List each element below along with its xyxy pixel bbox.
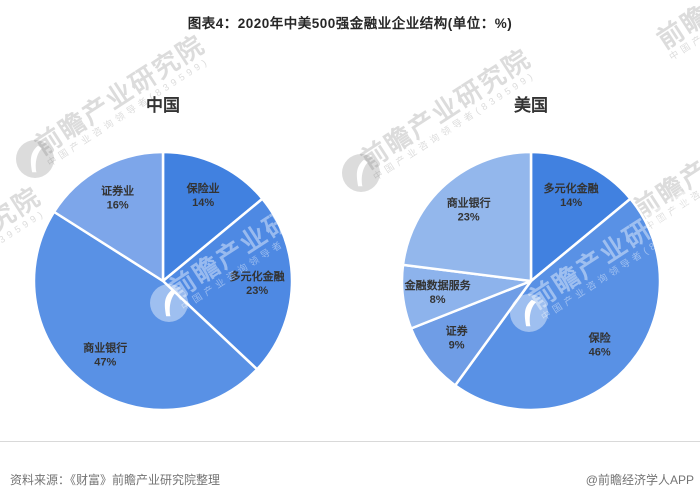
pie-slice xyxy=(52,150,165,283)
pie-china-canvas: 保险业 14% 多元化金融 23% 商业银行 47% 证券业 16% xyxy=(23,141,303,426)
qianzhan-logo-icon xyxy=(342,154,380,192)
pie-slice-label: 23% xyxy=(458,211,480,223)
pie-slice-label: 16% xyxy=(107,200,129,212)
pie-chart-china: 中国 保险业 14% 多元化金融 23% 商业银行 47% 证券业 16% xyxy=(23,91,303,431)
pie-slice-label: 商业银行 xyxy=(447,195,491,209)
pie-slice xyxy=(161,197,294,371)
pie-slice-label: 9% xyxy=(449,340,465,352)
pie-slice-label: 14% xyxy=(192,197,214,209)
pie-slice xyxy=(32,210,259,412)
pie-slice-label: 证券 xyxy=(446,324,469,338)
pie-slice-label: 14% xyxy=(560,197,582,209)
watermark-subtitle: 中国产业咨询领导者(839599) xyxy=(667,0,700,64)
pie-chart-usa: 美国 多元化金融 14% 保险 46% 证券 9% 金融数据服务 8% 商业银行 23% xyxy=(391,91,671,431)
pie-title-china: 中国 xyxy=(146,96,180,115)
pie-usa-canvas: 多元化金融 14% 保险 46% 证券 9% 金融数据服务 8% 商业银行 23% xyxy=(391,141,671,426)
pie-slice-label: 23% xyxy=(246,285,268,297)
pie-slice xyxy=(453,197,662,412)
pie-slice-label: 8% xyxy=(430,294,446,306)
pie-slice-label: 金融数据服务 xyxy=(404,278,472,292)
pie-slice-label: 保险业 xyxy=(186,181,220,195)
pie-slice-label: 保险 xyxy=(588,331,612,345)
pie-slice-label: 证券业 xyxy=(101,184,134,198)
pie-slice xyxy=(161,150,264,283)
pie-slice xyxy=(529,150,632,283)
credit-note: @前瞻经济学人APP xyxy=(585,473,694,487)
figure-title: 图表4：2020年中美500强金融业企业结构(单位：%) xyxy=(187,16,513,31)
pie-slice-label: 46% xyxy=(589,347,611,359)
pie-slice-label: 商业银行 xyxy=(83,340,127,354)
source-note: 资料来源：《财富》前瞻产业研究院整理 xyxy=(10,473,221,487)
pie-slice xyxy=(401,150,533,283)
pie-slice-label: 多元化金融 xyxy=(544,181,599,195)
pie-slice-label: 多元化金融 xyxy=(230,269,285,283)
pie-slice-label: 47% xyxy=(94,356,116,368)
pie-title-usa: 美国 xyxy=(514,96,548,115)
footer-divider xyxy=(0,441,700,442)
